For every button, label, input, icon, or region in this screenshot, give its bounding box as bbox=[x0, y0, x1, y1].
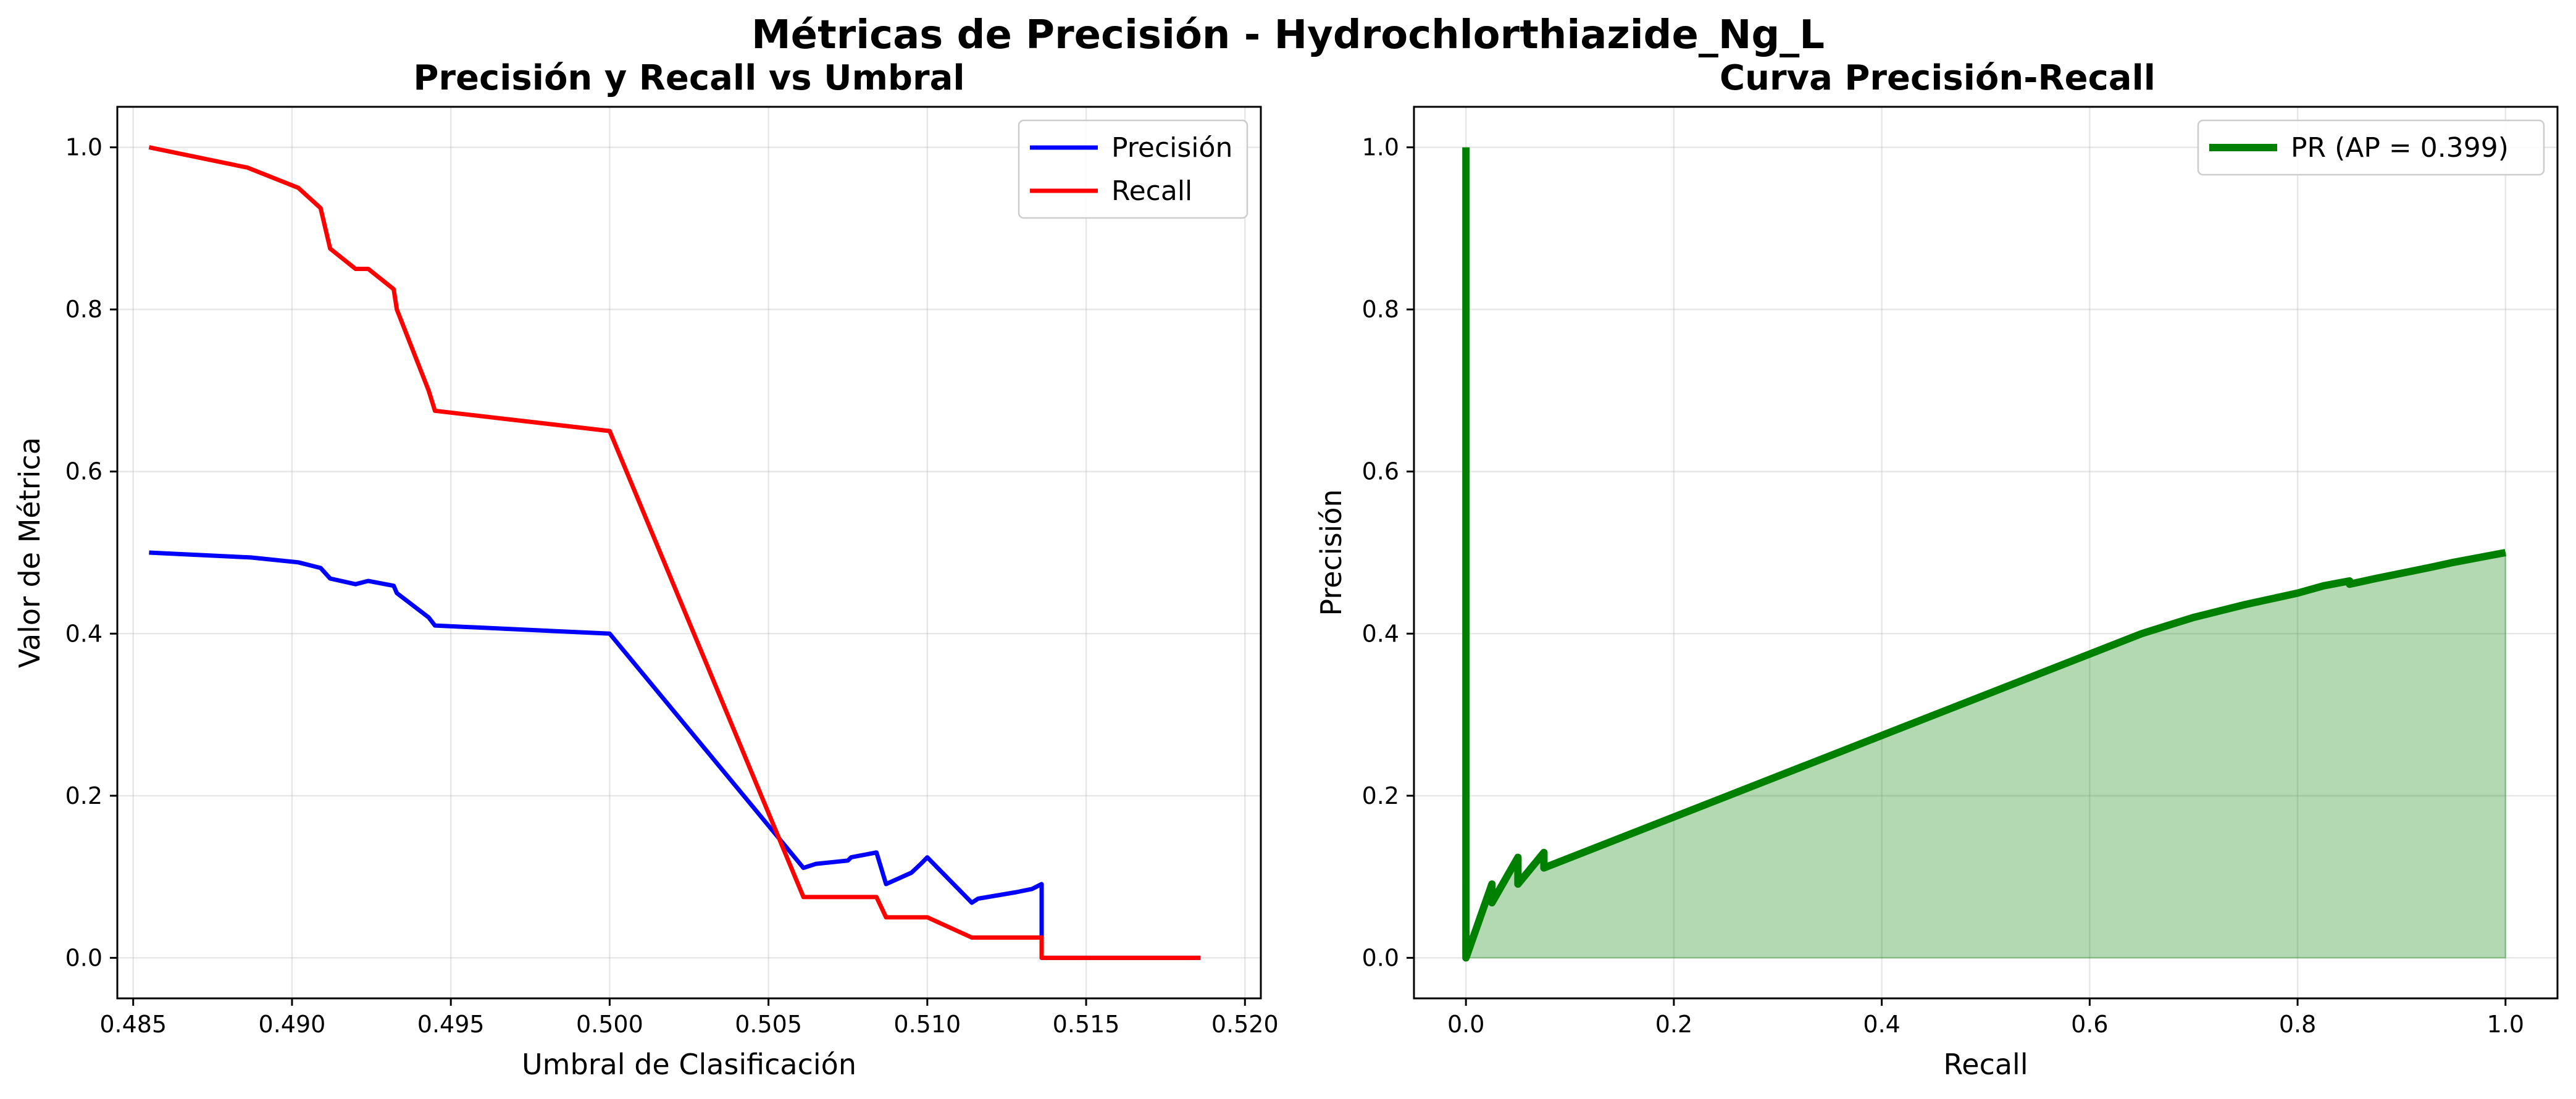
y-tick-label: 0.6 bbox=[1362, 458, 1399, 485]
legend-label: PR (AP = 0.399) bbox=[2291, 132, 2509, 164]
pr-curve-chart-ticks: 0.0 0.2 0.4 0.6 0.8 1.0 0.0 0.2 0.4 0.6 0.8 1.0 bbox=[1362, 134, 2524, 1038]
threshold-chart-frame bbox=[116, 106, 1262, 1000]
pr-curve-chart-grid bbox=[1414, 107, 2557, 998]
y-tick-label: 1.0 bbox=[1362, 134, 1399, 161]
x-tick-label: 0.500 bbox=[576, 1011, 643, 1038]
y-tick-label: 1.0 bbox=[65, 134, 102, 161]
threshold-chart-plot-area bbox=[148, 145, 1201, 960]
threshold-chart-legend: Precisión Recall bbox=[1018, 119, 1248, 219]
y-tick-label: 0.2 bbox=[65, 782, 102, 809]
x-tick-label: 0.8 bbox=[2279, 1011, 2316, 1038]
pr-curve-chart-title: Curva Precisión-Recall bbox=[1720, 58, 2156, 98]
threshold-chart-ticks: 0.485 0.490 0.495 0.500 0.505 0.510 0.515 0.520… bbox=[65, 134, 1279, 1038]
series-line-0 bbox=[149, 550, 1201, 960]
pr-curve-chart-frame bbox=[1413, 106, 2559, 1000]
threshold-chart: Precisión y Recall vs Umbral 0.485 0.490 0… bbox=[13, 58, 1279, 1081]
x-tick-label: 0.2 bbox=[1655, 1011, 1692, 1038]
threshold-chart-ylabel: Valor de Métrica bbox=[13, 437, 46, 668]
y-tick-label: 0.4 bbox=[65, 620, 102, 647]
y-tick-label: 0.4 bbox=[1362, 620, 1399, 647]
y-tick-label: 0.0 bbox=[1362, 944, 1399, 971]
pr-curve-chart: Curva Precisión-Recall 0.0 0.2 0.4 0.6 0.8 1.… bbox=[1315, 58, 2559, 1081]
x-tick-label: 1.0 bbox=[2487, 1011, 2524, 1038]
x-tick-label: 0.520 bbox=[1211, 1011, 1279, 1038]
threshold-chart-xlabel: Umbral de Clasificación bbox=[522, 1048, 856, 1081]
x-tick-label: 0.490 bbox=[259, 1011, 326, 1038]
x-tick-label: 0.6 bbox=[2071, 1011, 2108, 1038]
series-line-1 bbox=[148, 145, 1201, 960]
threshold-chart-grid bbox=[117, 107, 1261, 998]
x-tick-label: 0.485 bbox=[99, 1011, 167, 1038]
x-tick-label: 0.515 bbox=[1053, 1011, 1120, 1038]
y-tick-label: 0.6 bbox=[65, 458, 102, 485]
pr-area-fill bbox=[1465, 551, 2506, 959]
x-tick-label: 0.510 bbox=[893, 1011, 961, 1038]
pr-curve-chart-xlabel: Recall bbox=[1943, 1048, 2028, 1081]
x-tick-label: 0.495 bbox=[417, 1011, 485, 1038]
y-tick-label: 0.2 bbox=[1362, 782, 1399, 809]
figure-suptitle: Métricas de Precisión - Hydrochlorthiazi… bbox=[751, 12, 1825, 58]
y-tick-label: 0.8 bbox=[1362, 296, 1399, 323]
y-tick-label: 0.8 bbox=[65, 296, 102, 323]
x-tick-label: 0.0 bbox=[1447, 1011, 1484, 1038]
legend-frame bbox=[2197, 119, 2545, 176]
y-tick-label: 0.0 bbox=[65, 944, 102, 971]
x-tick-label: 0.4 bbox=[1863, 1011, 1900, 1038]
pr-curve-chart-legend: PR (AP = 0.399) bbox=[2197, 119, 2545, 176]
legend-frame bbox=[1018, 119, 1248, 219]
series-line-0 bbox=[1462, 147, 2506, 962]
pr-curve-chart-plot-area bbox=[1462, 147, 2506, 962]
threshold-chart-title: Precisión y Recall vs Umbral bbox=[413, 58, 964, 98]
pr-curve-chart-ylabel: Precisión bbox=[1315, 489, 1348, 616]
x-tick-label: 0.505 bbox=[735, 1011, 802, 1038]
legend-label: Precisión bbox=[1111, 132, 1232, 164]
legend-label: Recall bbox=[1111, 175, 1192, 207]
